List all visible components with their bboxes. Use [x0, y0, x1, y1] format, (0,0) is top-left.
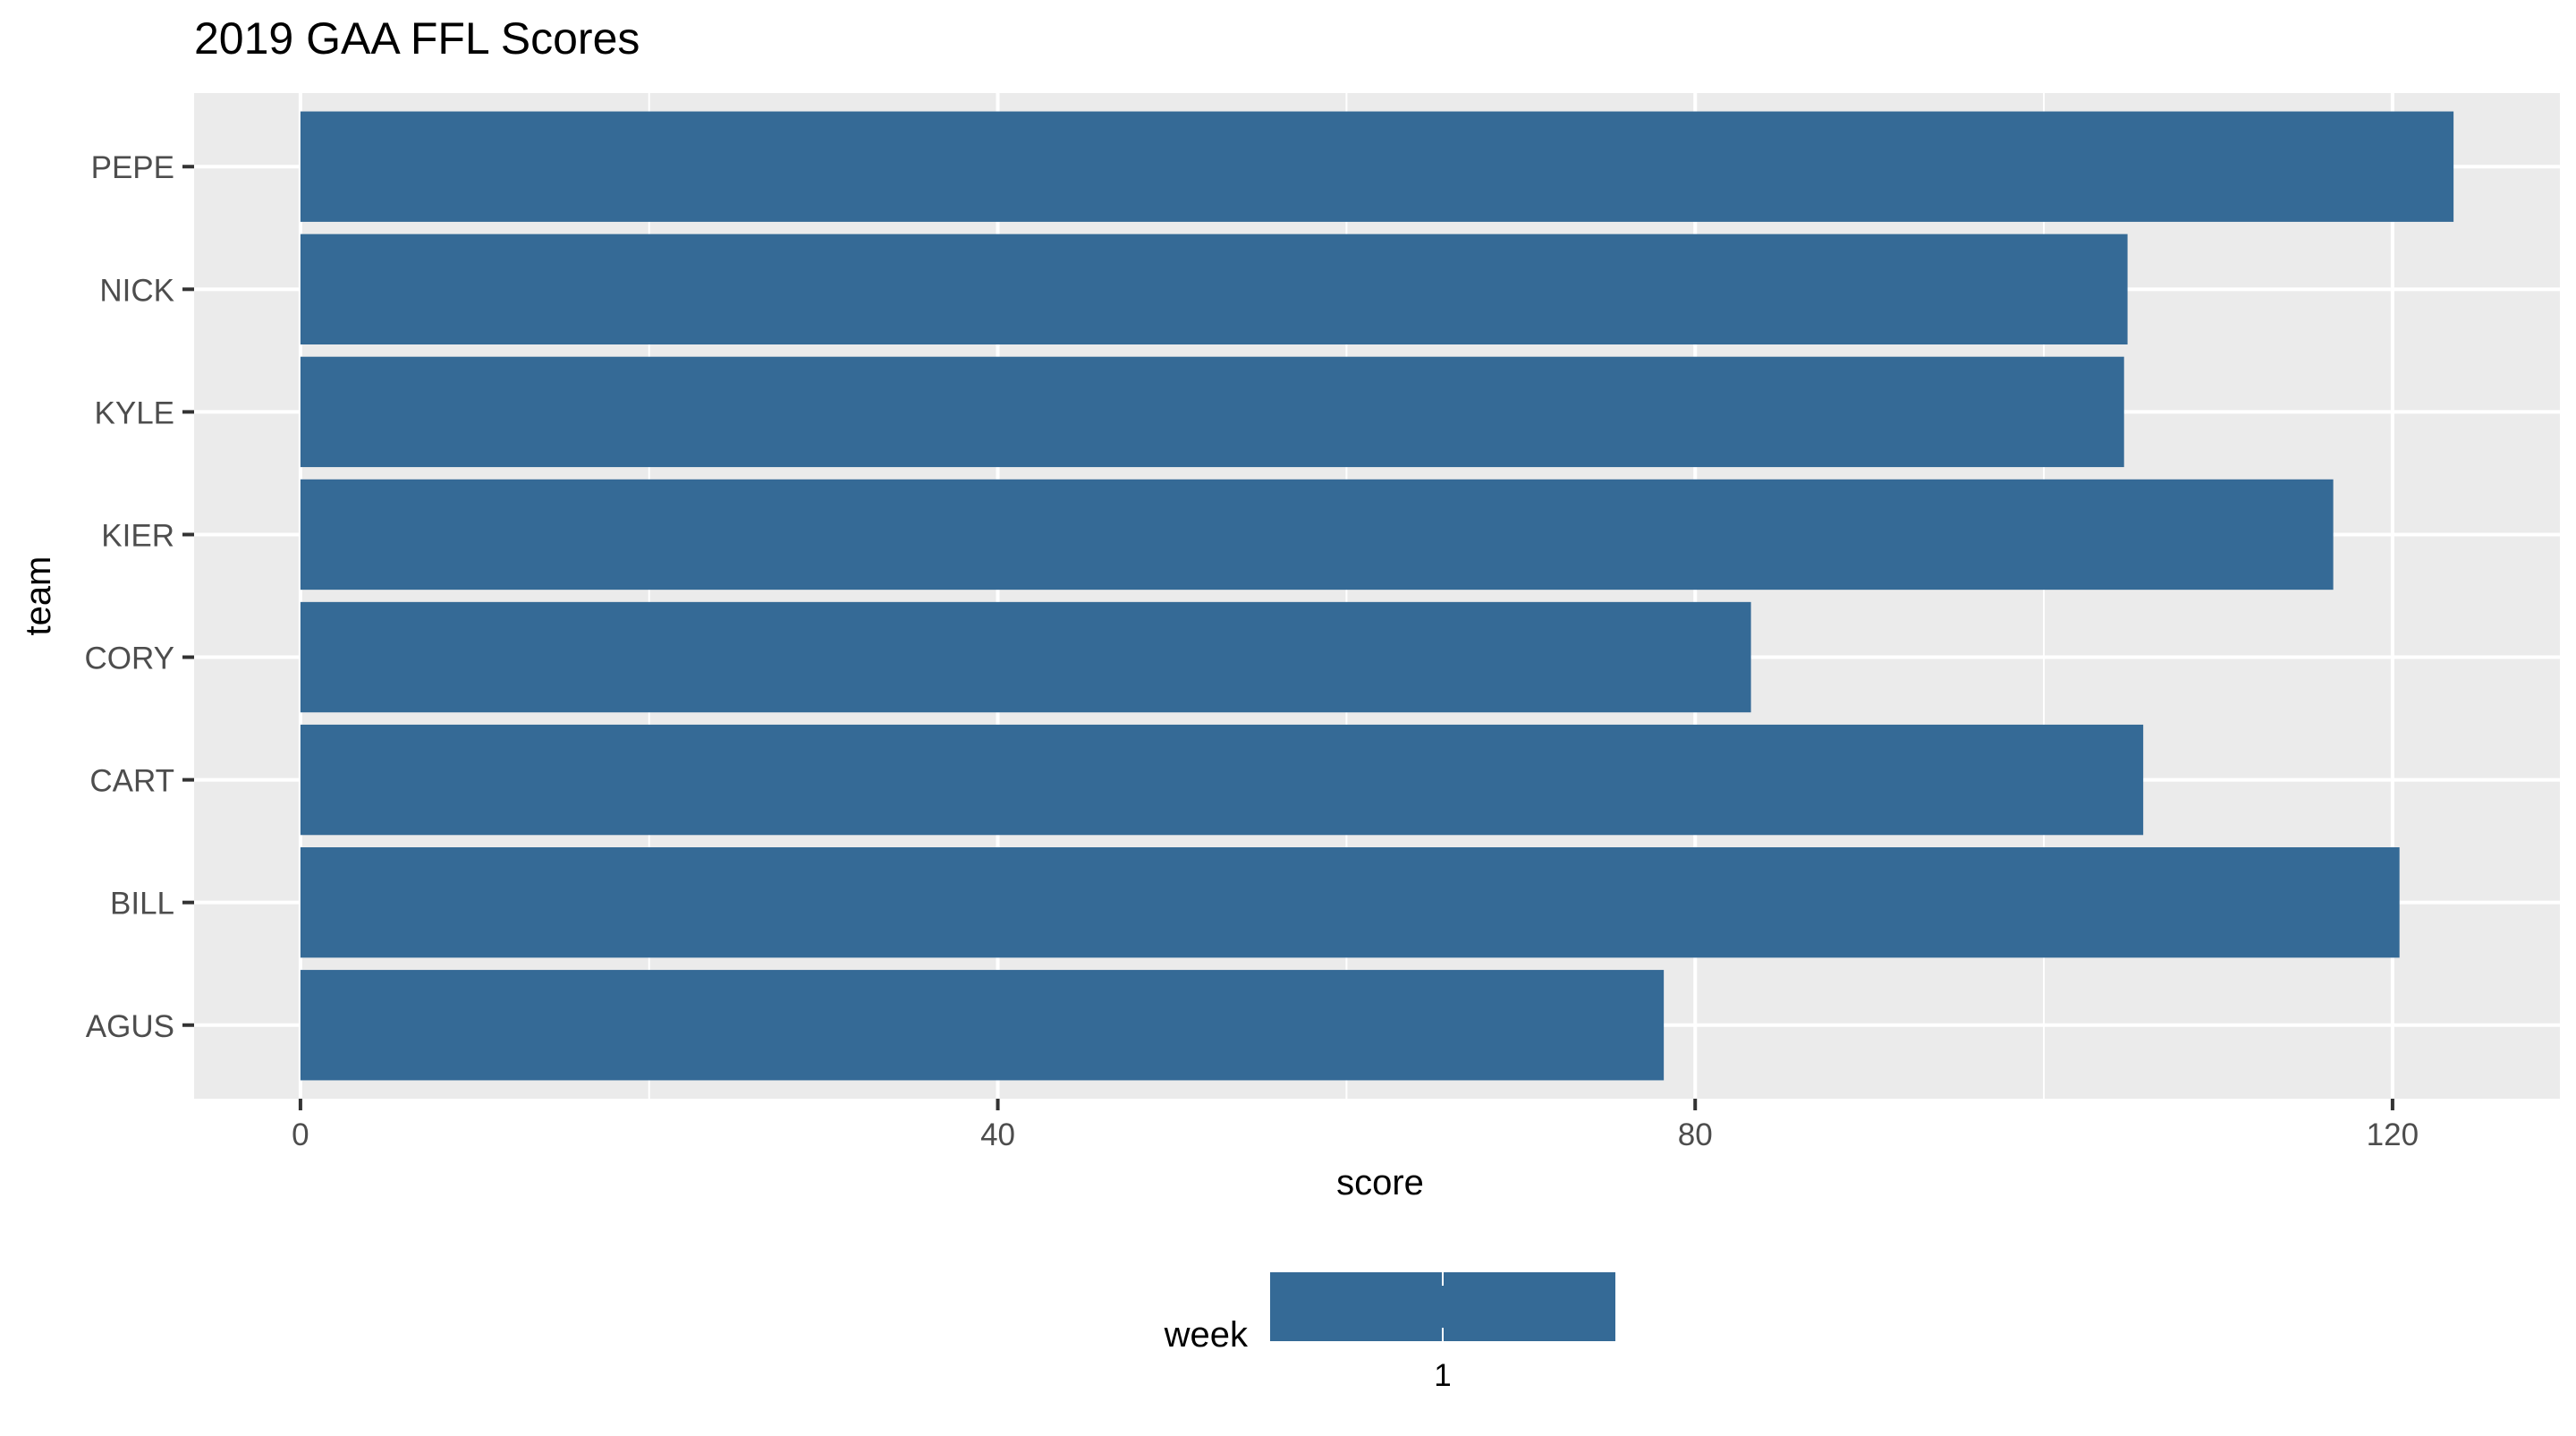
legend: week 1 — [1164, 1272, 1615, 1393]
y-tick-label: CART — [89, 764, 174, 799]
y-tick-label: PEPE — [91, 150, 174, 185]
legend-key: 1 — [1270, 1272, 1615, 1393]
bar-nick — [300, 234, 2128, 344]
bar-cart — [300, 724, 2144, 836]
x-axis-title: score — [1336, 1163, 1424, 1202]
legend-label: 1 — [1434, 1358, 1451, 1393]
x-tick-label: 40 — [980, 1117, 1015, 1152]
bars — [300, 111, 2454, 1081]
x-tick-label: 120 — [2367, 1117, 2419, 1152]
y-tick-label: AGUS — [86, 1009, 174, 1044]
y-tick-label: KIER — [101, 518, 174, 553]
legend-title: week — [1164, 1315, 1249, 1355]
y-tick-label: KYLE — [95, 395, 175, 430]
bar-cory — [300, 601, 1751, 713]
x-tick-label: 0 — [292, 1117, 309, 1152]
bar-pepe — [300, 111, 2454, 222]
bar-bill — [300, 847, 2400, 958]
y-axis: AGUS BILL CART CORY KIER KYLE NICK PEPE — [85, 150, 194, 1044]
y-axis-title: team — [19, 557, 58, 636]
y-tick-label: BILL — [110, 887, 174, 922]
y-tick-label: NICK — [99, 273, 174, 308]
x-tick-label: 80 — [1678, 1117, 1713, 1152]
bar-agus — [300, 970, 1665, 1081]
y-tick-label: CORY — [85, 642, 175, 676]
x-axis: 0 40 80 120 — [292, 1099, 2419, 1152]
bar-kier — [300, 479, 2334, 591]
chart-title: 2019 GAA FFL Scores — [194, 13, 640, 64]
bar-kyle — [300, 356, 2124, 468]
